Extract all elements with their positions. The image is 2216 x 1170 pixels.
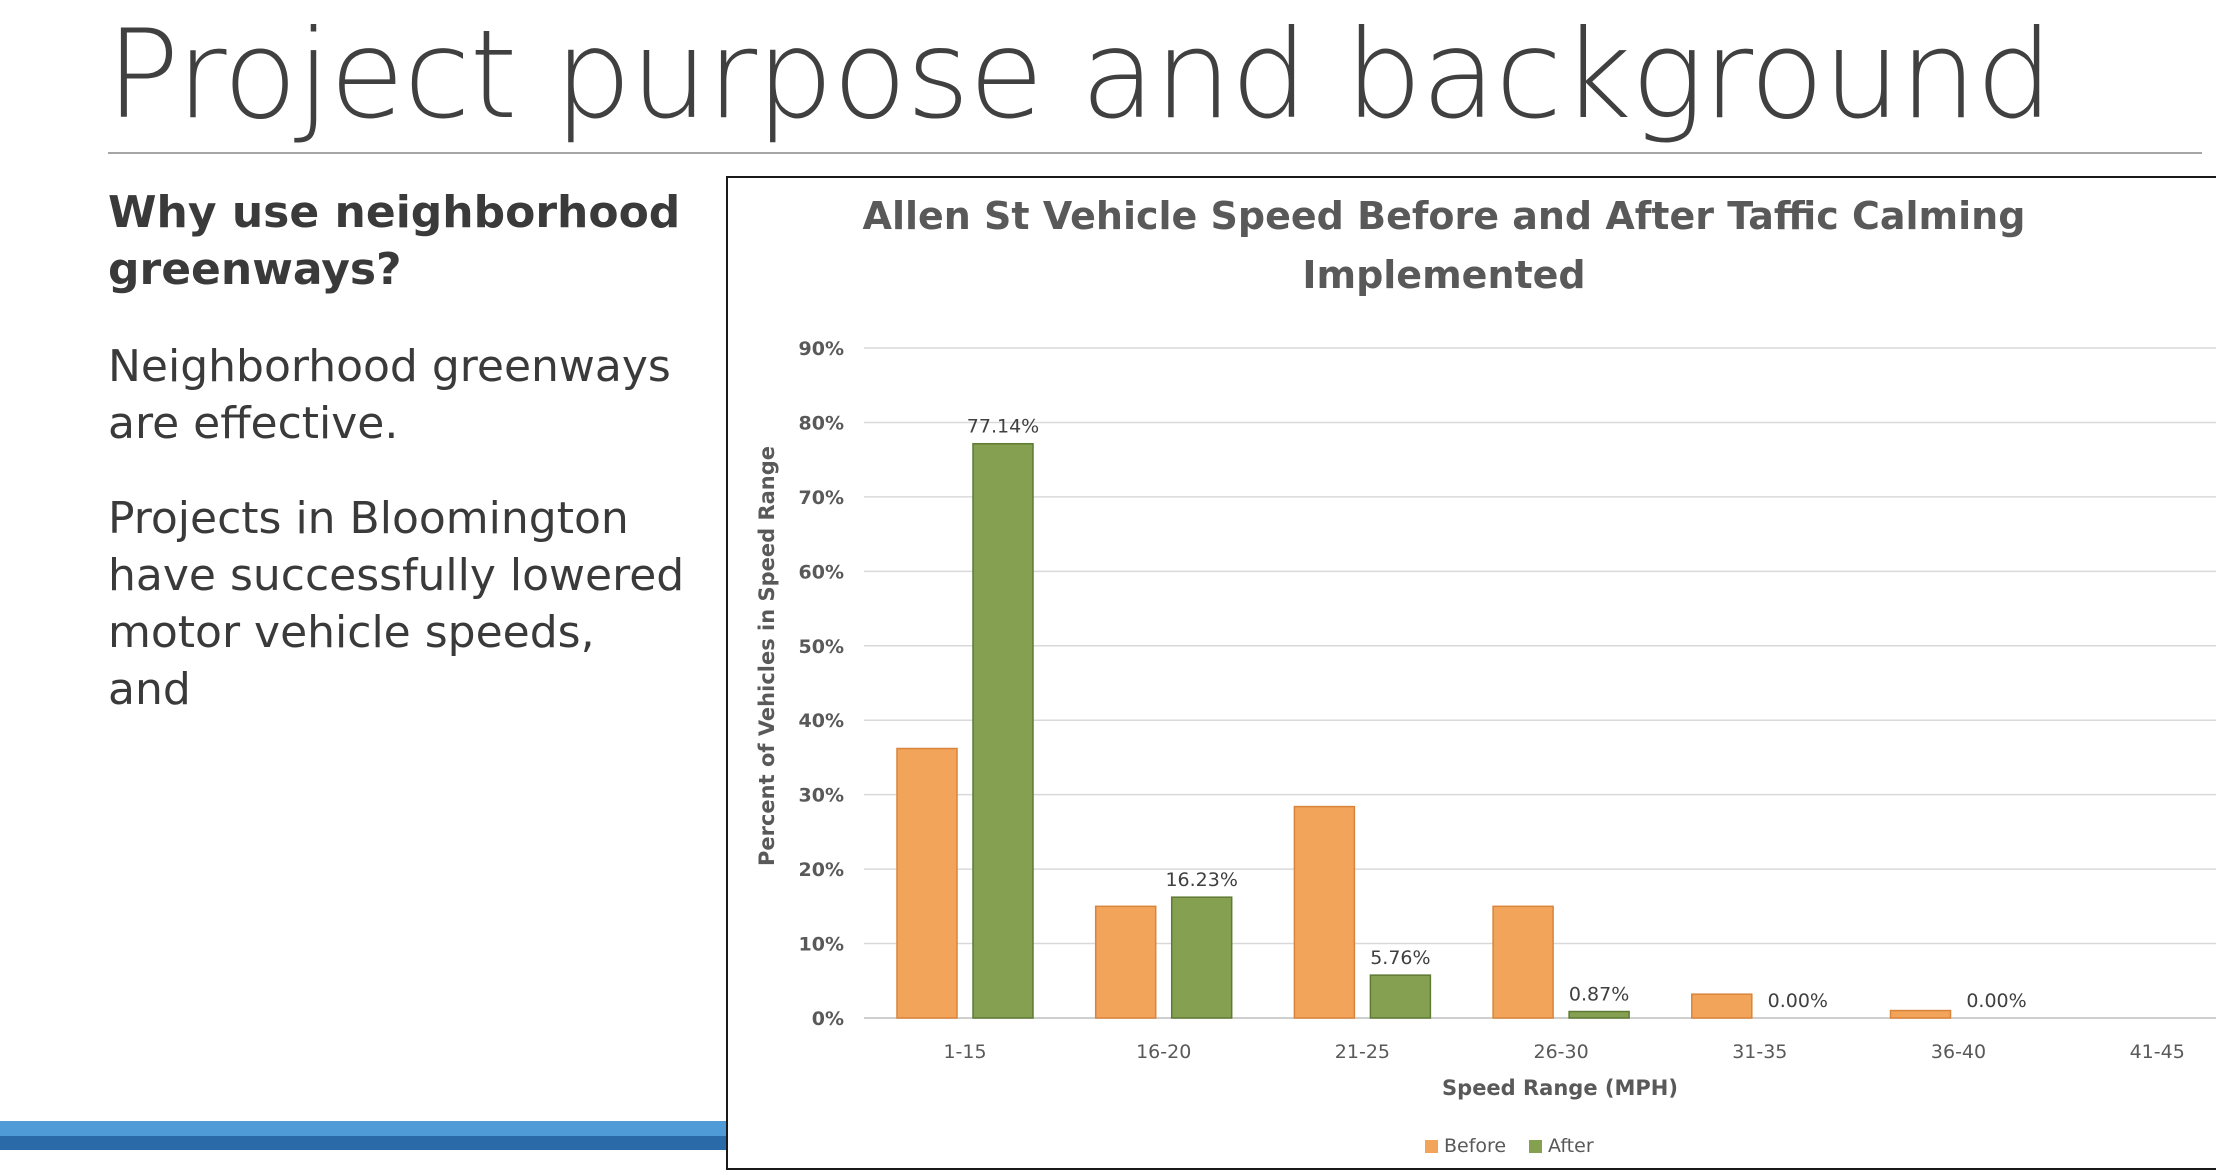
bar-before-16-20 [1094, 905, 1157, 1019]
legend-label-before: Before [1444, 1135, 1506, 1157]
legend-swatch-before [1425, 1140, 1438, 1153]
y-tick-label: 0% [812, 1008, 844, 1030]
text-column: Why use neighborhood greenways? Neighbor… [108, 184, 688, 756]
y-axis-title: Percent of Vehicles in Speed Range [755, 446, 779, 866]
y-tick-label: 80% [799, 412, 844, 434]
chart-title-line-1: Allen St Vehicle Speed Before and After … [863, 194, 2026, 238]
paragraph-effective: Neighborhood greenways are effective. [108, 341, 671, 449]
accent-bar-light [0, 1121, 726, 1136]
subheading: Why use neighborhood greenways? [108, 187, 681, 295]
chart-title-line-2: Implemented [1302, 253, 1585, 297]
title-divider [108, 152, 2202, 154]
y-tick-label: 20% [799, 859, 844, 881]
x-tick-label: 26-30 [1533, 1041, 1588, 1063]
y-tick-labels: 0% 10% 20% 30% 40% 50% 60% 70% 80% 90% [799, 338, 844, 1030]
y-tick-label: 30% [799, 785, 844, 807]
data-label-26-30: 0.87% [1569, 984, 1629, 1006]
x-tick-labels: 1-15 16-20 21-25 26-30 31-35 36-40 41-45 [943, 1041, 2184, 1063]
x-tick-label: 21-25 [1335, 1041, 1390, 1063]
legend-label-after: After [1548, 1135, 1594, 1157]
legend-swatch-after [1529, 1140, 1542, 1153]
bar-after-16-20 [1170, 896, 1233, 1019]
x-tick-label: 31-35 [1732, 1041, 1787, 1063]
bar-before-21-25 [1293, 805, 1356, 1019]
slide-title: Project purpose and background [106, 4, 2053, 146]
accent-bar-dark [0, 1136, 726, 1150]
data-label-1-15: 77.14% [967, 416, 1039, 438]
y-tick-label: 40% [799, 710, 844, 732]
data-label-36-40: 0.00% [1966, 990, 2026, 1012]
chart-frame: Allen St Vehicle Speed Before and After … [726, 176, 2216, 1170]
bar-before-26-30 [1492, 905, 1554, 1019]
speed-chart: Allen St Vehicle Speed Before and After … [755, 194, 2216, 1157]
bar-after-1-15 [972, 442, 1034, 1019]
x-tick-label: 41-45 [2130, 1041, 2185, 1063]
legend: Before After [1425, 1135, 1594, 1157]
gridlines [864, 347, 2216, 1019]
data-label-31-35: 0.00% [1768, 990, 1828, 1012]
bar-after-21-25 [1369, 974, 1432, 1019]
bar-before-36-40 [1889, 1009, 1952, 1019]
bar-before-1-15 [896, 747, 958, 1019]
bars [896, 442, 1952, 1019]
bar-before-31-35 [1691, 993, 1753, 1019]
data-label-16-20: 16.23% [1165, 869, 1237, 891]
x-axis-title: Speed Range (MPH) [1442, 1076, 1678, 1100]
x-tick-label: 1-15 [943, 1041, 986, 1063]
y-tick-label: 70% [799, 487, 844, 509]
y-tick-label: 50% [799, 636, 844, 658]
paragraph-bloomington: Projects in Bloomington have successfull… [108, 493, 685, 715]
bar-after-26-30 [1568, 1010, 1630, 1019]
data-labels: 77.14% 16.23% 5.76% 0.87% 0.00% 0.00% [967, 416, 2027, 1012]
x-tick-label: 16-20 [1136, 1041, 1191, 1063]
y-tick-label: 60% [799, 561, 844, 583]
x-tick-label: 36-40 [1931, 1041, 1986, 1063]
y-tick-label: 90% [799, 338, 844, 360]
y-tick-label: 10% [799, 934, 844, 956]
data-label-21-25: 5.76% [1370, 947, 1430, 969]
